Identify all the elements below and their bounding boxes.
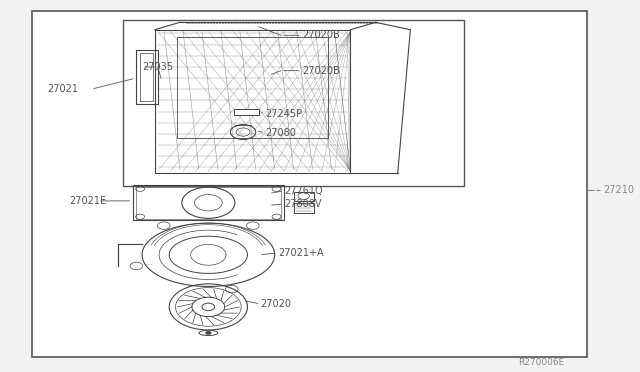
- Bar: [234, 109, 259, 115]
- Text: 27021+A: 27021+A: [278, 248, 323, 258]
- Bar: [136, 187, 281, 219]
- Text: 27020B: 27020B: [302, 66, 340, 76]
- Text: 27021: 27021: [47, 84, 78, 94]
- Ellipse shape: [199, 330, 218, 336]
- Bar: [294, 203, 314, 213]
- Text: 27210: 27210: [603, 185, 634, 195]
- Text: 27020B: 27020B: [302, 31, 340, 40]
- Text: 27080: 27080: [265, 128, 296, 138]
- Text: 27808V: 27808V: [284, 199, 321, 209]
- Circle shape: [205, 331, 211, 335]
- Text: 27020: 27020: [260, 299, 292, 309]
- Bar: [31, 11, 587, 357]
- Text: 27245P: 27245P: [265, 109, 302, 119]
- Text: 27035: 27035: [142, 62, 173, 72]
- Bar: [123, 20, 464, 186]
- Text: 27021E: 27021E: [70, 196, 107, 206]
- Text: 27761Q: 27761Q: [284, 186, 323, 196]
- Bar: [294, 192, 314, 201]
- Text: R270006E: R270006E: [518, 358, 564, 367]
- Circle shape: [202, 303, 214, 311]
